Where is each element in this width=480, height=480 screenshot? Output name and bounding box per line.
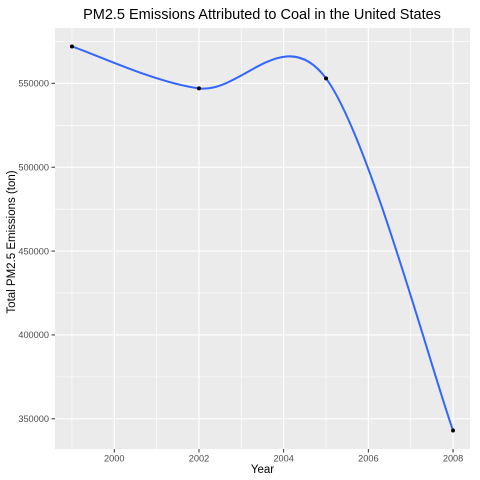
y-axis: 350000 400000 450000 500000 550000 bbox=[18, 79, 55, 424]
series-line-0 bbox=[71, 45, 455, 431]
x-axis: 2000 2002 2004 2006 2008 bbox=[104, 449, 463, 464]
minor-gridlines bbox=[55, 28, 470, 449]
y-tick-label-0: 350000 bbox=[18, 414, 49, 424]
data-point-0 bbox=[69, 44, 74, 49]
x-tick-label-2: 2004 bbox=[273, 454, 293, 464]
y-tick-label-2: 450000 bbox=[18, 246, 49, 256]
points-layer bbox=[69, 44, 456, 433]
x-tick-label-0: 2000 bbox=[104, 454, 124, 464]
major-gridlines bbox=[55, 28, 470, 449]
x-tick-label-3: 2006 bbox=[358, 454, 378, 464]
plot-panel bbox=[55, 28, 470, 449]
data-point-1 bbox=[196, 86, 201, 91]
x-tick-label-1: 2002 bbox=[189, 454, 209, 464]
y-tick-label-1: 400000 bbox=[18, 330, 49, 340]
x-axis-title: Year bbox=[251, 464, 274, 476]
series-layer bbox=[71, 45, 455, 431]
x-tick-label-4: 2008 bbox=[443, 454, 463, 464]
y-tick-label-4: 550000 bbox=[18, 79, 49, 89]
y-axis-title: Total PM2.5 Emissions (ton) bbox=[6, 170, 18, 313]
chart-title: PM2.5 Emissions Attributed to Coal in th… bbox=[83, 7, 441, 23]
data-point-2 bbox=[324, 76, 329, 81]
data-point-3 bbox=[451, 428, 456, 433]
y-tick-label-3: 500000 bbox=[18, 162, 49, 172]
